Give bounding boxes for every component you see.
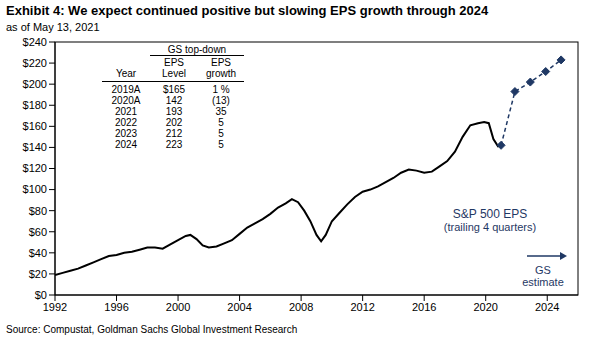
html-text:142: 142 bbox=[165, 95, 183, 106]
html-text:212: 212 bbox=[165, 128, 183, 139]
html-text:2022: 2022 bbox=[114, 117, 138, 128]
html-text:2021: 2021 bbox=[114, 106, 138, 117]
svg-text:2012: 2012 bbox=[350, 301, 374, 313]
html-text:(trailing 4 quarters): (trailing 4 quarters) bbox=[443, 221, 537, 233]
html-text:223: 223 bbox=[165, 139, 183, 150]
svg-text:$60: $60 bbox=[29, 226, 47, 238]
html-text:Source: Compustat, Goldman Sac: Source: Compustat, Goldman Sachs Global … bbox=[6, 324, 298, 335]
html-text:202: 202 bbox=[165, 117, 183, 128]
html-text:5: 5 bbox=[218, 117, 224, 128]
html-text:193: 193 bbox=[165, 106, 183, 117]
html-text:GS: GS bbox=[535, 264, 551, 276]
svg-text:$200: $200 bbox=[23, 78, 47, 90]
svg-text:2008: 2008 bbox=[289, 301, 313, 313]
html-text:2024: 2024 bbox=[114, 139, 138, 150]
svg-text:$20: $20 bbox=[29, 268, 47, 280]
html-text:35: 35 bbox=[215, 106, 227, 117]
html-text:5: 5 bbox=[218, 139, 224, 150]
html-text:S&P 500 EPS: S&P 500 EPS bbox=[452, 207, 528, 221]
svg-text:1996: 1996 bbox=[104, 301, 128, 313]
svg-text:$180: $180 bbox=[23, 99, 47, 111]
svg-text:$220: $220 bbox=[23, 57, 47, 69]
html-text:2019A: 2019A bbox=[111, 84, 141, 95]
html-text:Exhibit 4: We expect continued: Exhibit 4: We expect continued positive … bbox=[6, 3, 489, 18]
html-text:(13): (13) bbox=[212, 95, 230, 106]
html-text:5: 5 bbox=[218, 128, 224, 139]
html-text:2020A: 2020A bbox=[111, 95, 141, 106]
svg-text:$160: $160 bbox=[23, 120, 47, 132]
svg-text:2016: 2016 bbox=[412, 301, 436, 313]
svg-text:$80: $80 bbox=[29, 205, 47, 217]
html-text:Level: Level bbox=[162, 68, 186, 79]
svg-text:$120: $120 bbox=[23, 162, 47, 174]
html-text:as of May 13, 2021: as of May 13, 2021 bbox=[6, 21, 100, 33]
svg-text:$100: $100 bbox=[23, 183, 47, 195]
svg-text:2004: 2004 bbox=[227, 301, 251, 313]
html-text:1 %: 1 % bbox=[212, 84, 230, 95]
html-text:$165: $165 bbox=[162, 84, 186, 95]
svg-text:$0: $0 bbox=[35, 289, 47, 301]
html-text:EPS: EPS bbox=[211, 57, 231, 68]
html-text:2023: 2023 bbox=[114, 128, 138, 139]
svg-text:$40: $40 bbox=[29, 247, 47, 259]
html-text:estimate: estimate bbox=[522, 276, 564, 288]
svg-text:$240: $240 bbox=[23, 36, 47, 48]
html-text:EPS: EPS bbox=[164, 57, 184, 68]
svg-text:$140: $140 bbox=[23, 141, 47, 153]
svg-text:1992: 1992 bbox=[43, 301, 67, 313]
html-text:Year: Year bbox=[115, 68, 137, 79]
html-text:GS top-down: GS top-down bbox=[167, 44, 227, 55]
svg-text:2020: 2020 bbox=[473, 301, 497, 313]
svg-text:2024: 2024 bbox=[535, 301, 559, 313]
html-text:growth: growth bbox=[206, 68, 236, 79]
svg-text:2000: 2000 bbox=[166, 301, 190, 313]
